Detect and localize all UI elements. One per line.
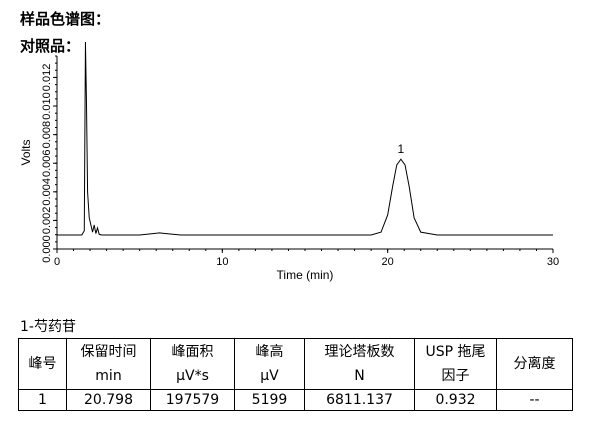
table-cell: 20.798 [66,389,151,411]
table-cell: -- [496,389,573,411]
y-tick-label: 0.004 [41,178,53,206]
y-tick-label: 0.000 [41,235,53,263]
table-cell: 197579 [150,389,235,411]
x-axis-title: Time (min) [277,268,334,282]
table-cell: 0.932 [414,389,497,411]
table-body: 1 20.798 197579 5199 6811.137 0.932 -- [18,389,573,411]
plot-area [56,41,553,250]
column-header: 保留时间 min [66,338,151,390]
x-tick-label: 0 [54,256,60,268]
x-axis-ticks: 0 10 20 30 [54,249,559,268]
y-tick-label: 0.006 [41,149,53,177]
x-tick-label: 10 [216,256,228,268]
column-header: 峰高 μV [234,338,305,390]
table-row: 1 20.798 197579 5199 6811.137 0.932 -- [18,389,573,411]
reference-heading: 对照品： [20,37,81,55]
chromatogram-trace [57,41,553,236]
column-header: 理论塔板数 N [304,338,415,390]
compound-label: 1-芍药苷 [20,319,76,335]
x-tick-label: 30 [547,256,559,268]
y-tick-label: 0.012 [41,64,53,92]
y-tick-label: 0.002 [41,207,53,235]
y-tick-label: 0.010 [41,92,53,120]
y-axis-title: Volts [19,139,33,165]
x-tick-label: 20 [382,256,394,268]
table-cell: 6811.137 [304,389,415,411]
column-header: 峰号 [18,338,67,390]
peak-annotations: 1 [398,142,405,156]
y-tick-label: 0.008 [41,121,53,149]
table-cell: 5199 [234,389,305,411]
column-header: 峰面积 μV*s [150,338,235,390]
table-cell: 1 [18,389,67,411]
column-header: 分离度 [496,338,573,390]
peak-label: 1 [398,142,405,156]
table-header-row: 峰号 保留时间 min 峰面积 μV*s 峰高 μV 理论塔板数 N USP 拖尾 因子 分离度 [18,338,573,390]
sample-chromatogram-heading: 样品色谱图： [20,10,111,28]
column-header: USP 拖尾 因子 [414,338,497,390]
